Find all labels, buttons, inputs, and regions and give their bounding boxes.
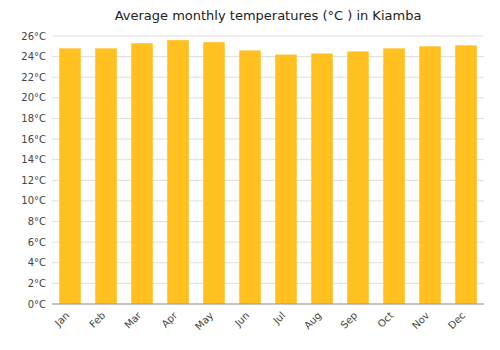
x-tick-label: Jun xyxy=(232,310,252,330)
bar xyxy=(167,40,189,304)
y-tick-label: 16°C xyxy=(21,134,46,145)
y-tick-label: 6°C xyxy=(28,237,46,248)
y-tick-label: 12°C xyxy=(21,175,46,186)
x-tick-label: Nov xyxy=(410,310,432,332)
x-tick-label: Feb xyxy=(87,310,107,330)
y-tick-label: 24°C xyxy=(21,51,46,62)
bar xyxy=(419,46,441,304)
y-tick-label: 2°C xyxy=(28,278,46,289)
x-tick-label: Apr xyxy=(159,309,180,330)
bar xyxy=(275,55,297,304)
y-tick-label: 0°C xyxy=(28,299,46,310)
chart: Average monthly temperatures (°C ) in Ki… xyxy=(0,0,500,350)
grid-line xyxy=(52,304,484,305)
bar xyxy=(203,42,225,304)
bar xyxy=(311,54,333,304)
bar xyxy=(131,43,153,304)
y-tick-label: 10°C xyxy=(21,195,46,206)
y-tick-label: 14°C xyxy=(21,154,46,165)
title: Average monthly temperatures (°C ) in Ki… xyxy=(115,8,422,23)
x-tick-label: May xyxy=(193,310,215,332)
y-tick-label: 22°C xyxy=(21,72,46,83)
x-tick-label: Sep xyxy=(338,310,359,331)
x-tick-label: Dec xyxy=(446,310,467,331)
bars xyxy=(59,40,477,304)
bar xyxy=(347,51,369,304)
x-axis-line xyxy=(52,304,484,305)
x-tick-label: Jul xyxy=(270,310,287,327)
x-tick-label: Aug xyxy=(302,310,324,332)
x-tick-label: Jan xyxy=(52,310,71,329)
y-axis: 0°C 2°C 4°C 6°C 8°C 10°C 12°C 14°C 16°C 18°C 20°C 2… xyxy=(21,31,484,310)
y-tick-label: 26°C xyxy=(21,31,46,42)
x-tick-label: Mar xyxy=(122,309,144,331)
x-tick-label: Oct xyxy=(375,310,395,330)
y-tick-label: 20°C xyxy=(21,92,46,103)
y-tick-label: 8°C xyxy=(28,216,46,227)
y-tick-label: 4°C xyxy=(28,257,46,268)
grid-line xyxy=(52,36,484,37)
bar xyxy=(59,48,81,304)
bar xyxy=(95,48,117,304)
y-tick-label: 18°C xyxy=(21,113,46,124)
x-axis: Jan Feb Mar Apr May Jun Jul Aug Sep Oct Nov Dec xyxy=(52,304,484,332)
bar xyxy=(239,50,261,304)
bar xyxy=(455,45,477,304)
bar xyxy=(383,48,405,304)
